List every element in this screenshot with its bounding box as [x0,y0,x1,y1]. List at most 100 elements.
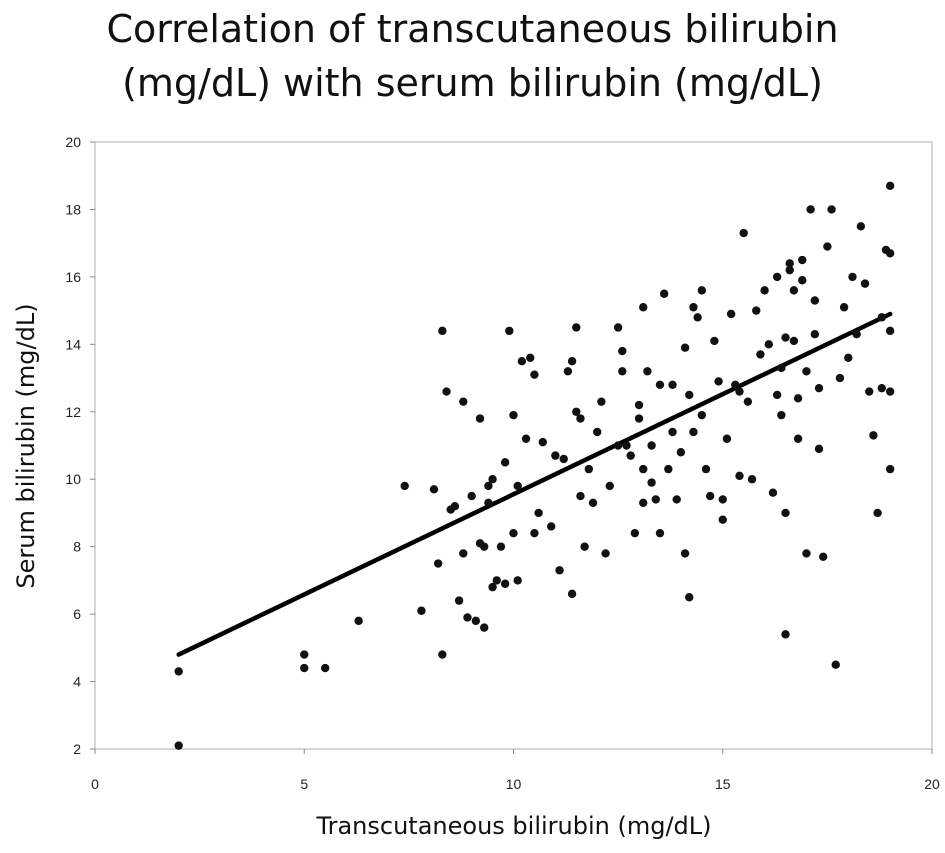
data-point [814,444,824,454]
y-axis-label: Serum bilirubin (mg/dL) [12,303,40,589]
data-point [877,383,886,393]
data-point [701,464,711,474]
data-point [885,387,895,396]
data-point [300,663,309,673]
data-point [500,458,510,467]
data-point [852,330,861,339]
data-point [438,650,447,659]
data-point [488,475,497,484]
data-point [580,542,589,551]
data-point [810,296,820,305]
data-point [634,400,644,410]
data-point [714,377,723,386]
y-tick-label: 8 [73,539,81,555]
data-point [651,495,660,504]
y-tick-label: 4 [73,674,81,690]
data-point [475,414,485,423]
data-point [743,397,753,406]
data-point [630,528,640,538]
data-point [827,205,836,214]
data-point [718,515,727,524]
data-point [622,441,631,450]
data-point [320,663,330,673]
data-point [634,414,644,423]
data-point [655,380,665,389]
data-point [438,326,447,336]
data-point [442,387,451,396]
data-point [877,313,886,322]
data-point [567,356,577,366]
data-point [810,330,820,339]
data-point [509,410,518,420]
data-point [530,370,539,379]
plot-area-frame [94,141,933,750]
y-tick-label: 12 [65,404,81,420]
data-point [563,367,573,376]
data-points [174,181,895,750]
data-point [697,410,707,420]
data-point [722,434,732,443]
data-point [680,549,690,558]
data-point [488,582,497,592]
data-point [689,427,698,437]
data-point [885,464,895,474]
data-point [869,431,878,440]
data-point [618,346,627,356]
data-point [664,464,673,474]
data-point [647,478,656,487]
data-point [839,303,849,312]
data-point [534,508,543,518]
data-point [450,502,460,511]
data-point [459,549,468,558]
data-point [793,394,803,403]
data-point [785,265,794,275]
data-point [459,397,468,406]
data-point [785,259,794,268]
data-point [760,286,769,295]
x-tick-label: 10 [506,776,522,792]
data-point [626,451,635,460]
data-point [467,491,476,501]
y-tick-label: 10 [65,471,81,487]
data-point [484,498,493,508]
data-point [764,340,773,349]
data-point [655,528,665,538]
x-tick-label: 5 [300,776,308,792]
data-point [885,181,895,191]
data-point [831,660,840,669]
x-axis-label: Transcutaneous bilirubin (mg/dL) [316,812,712,840]
data-point [777,410,786,420]
y-tick-label: 14 [65,336,81,352]
data-point [463,613,472,622]
data-point [538,437,547,447]
data-point [354,616,363,626]
data-point [885,249,895,258]
data-point [802,549,811,558]
data-point [454,596,464,605]
data-point [639,464,648,474]
data-point [546,522,556,531]
data-point [643,367,652,376]
data-point [726,309,736,319]
data-point [781,333,790,342]
data-point [860,279,870,288]
data-point [471,616,481,626]
data-point [823,242,832,251]
data-point [835,373,845,383]
data-point [844,353,853,363]
data-point [597,397,606,406]
y-tick-label: 16 [65,269,81,285]
x-tick-label: 20 [924,776,940,792]
data-point [676,448,686,457]
data-point [793,434,803,443]
data-point [873,508,882,518]
data-point [400,481,409,491]
data-point [680,343,690,352]
data-point [576,414,585,423]
data-point [647,441,656,450]
data-point [521,434,531,443]
x-tick-label: 0 [91,776,99,792]
data-point [735,387,744,396]
chart-title-line-1: Correlation of transcutaneous bilirubin [106,7,839,51]
